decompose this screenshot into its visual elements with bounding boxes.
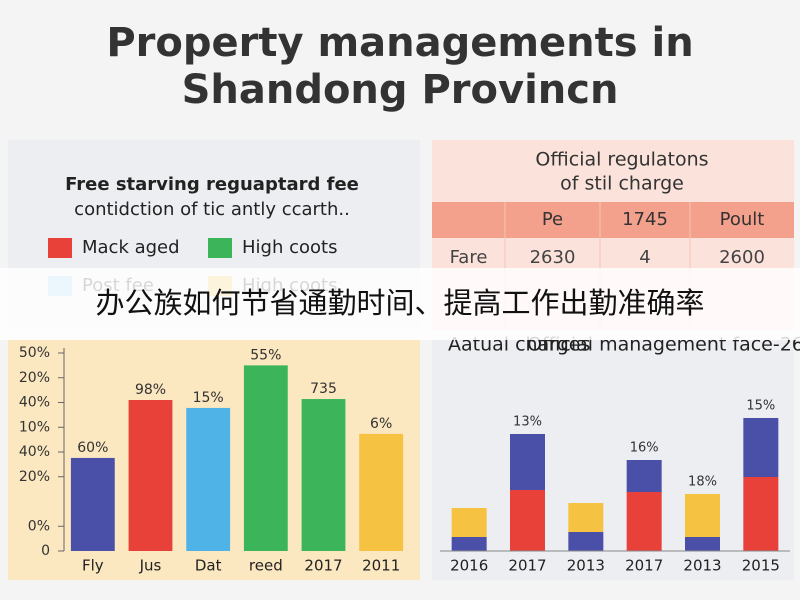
bar-segment	[451, 537, 487, 551]
bar-segment	[510, 490, 545, 551]
value-label: 6%	[370, 416, 392, 432]
table-cell: Fare	[450, 247, 488, 268]
legend-label: Mack aged	[82, 237, 180, 258]
x-tick-label: 2016	[450, 557, 488, 575]
banner-bg	[0, 268, 800, 340]
stack-panel	[432, 340, 794, 580]
legend-subheading: contidction of tic antly ccarth..	[74, 199, 350, 220]
y-tick-label: 10%	[19, 419, 50, 435]
bar	[70, 457, 115, 551]
bar-segment	[685, 537, 720, 551]
x-tick-label: 2017	[625, 557, 663, 575]
bar-segment	[451, 508, 487, 537]
table-cell: 2600	[719, 247, 765, 268]
y-tick-label: 50%	[19, 345, 50, 361]
legend-swatch	[208, 238, 232, 258]
banner: 办公族如何节省通勤时间、提高工作出勤准确率	[95, 286, 704, 320]
x-tick-label: 2017	[304, 557, 342, 575]
y-tick-label: 0%	[28, 518, 50, 534]
x-tick-label: reed	[249, 557, 283, 575]
bar	[128, 400, 173, 551]
table-header-bg	[432, 202, 794, 238]
y-tick-label: 0	[41, 543, 50, 559]
x-tick-label: 2011	[362, 557, 400, 575]
legend-label: High coots	[242, 237, 337, 258]
title: Property managements in	[106, 20, 693, 66]
legend-swatch	[48, 238, 72, 258]
table-cell: 4	[639, 247, 650, 268]
x-tick-label: 2017	[508, 557, 546, 575]
table-cell: 2630	[530, 247, 576, 268]
x-tick-label: Dat	[195, 557, 222, 575]
x-tick-label: Jus	[139, 557, 162, 575]
bar-segment	[510, 434, 545, 490]
x-tick-label: 2013	[567, 557, 605, 575]
table-title: Official regulatons	[535, 149, 708, 171]
y-tick-label: 20%	[19, 370, 50, 386]
value-label: 15%	[193, 390, 224, 406]
value-label: 18%	[688, 475, 717, 490]
table-header: Poult	[720, 209, 765, 230]
value-label: 16%	[630, 441, 659, 456]
x-tick-label: 2015	[742, 557, 780, 575]
value-label: 735	[310, 381, 337, 397]
y-tick-label: 20%	[19, 469, 50, 485]
x-tick-label: Fly	[82, 557, 104, 575]
value-label: 15%	[746, 399, 775, 414]
bar-segment	[568, 503, 604, 532]
value-label: 60%	[77, 440, 108, 456]
bar	[359, 433, 404, 551]
bar	[243, 365, 288, 551]
x-tick-label: 2013	[683, 557, 721, 575]
value-label: 55%	[250, 347, 281, 363]
legend-heading: Free starving reguaptard fee	[65, 174, 359, 195]
value-label: 13%	[513, 415, 542, 430]
bar	[186, 407, 231, 551]
y-tick-label: 40%	[19, 444, 50, 460]
bar-segment	[568, 532, 604, 551]
table-header: Pe	[542, 209, 563, 230]
table-header: 1745	[622, 209, 668, 230]
bar-segment	[626, 460, 662, 492]
y-tick-label: 40%	[19, 395, 50, 411]
bar-segment	[626, 492, 662, 551]
bar	[301, 399, 346, 551]
table-title: of stil charge	[560, 173, 684, 195]
bar-segment	[743, 418, 779, 477]
title: Shandong Provincn	[182, 67, 619, 113]
bar-segment	[685, 494, 720, 537]
value-label: 98%	[135, 382, 166, 398]
bar-segment	[743, 477, 779, 551]
